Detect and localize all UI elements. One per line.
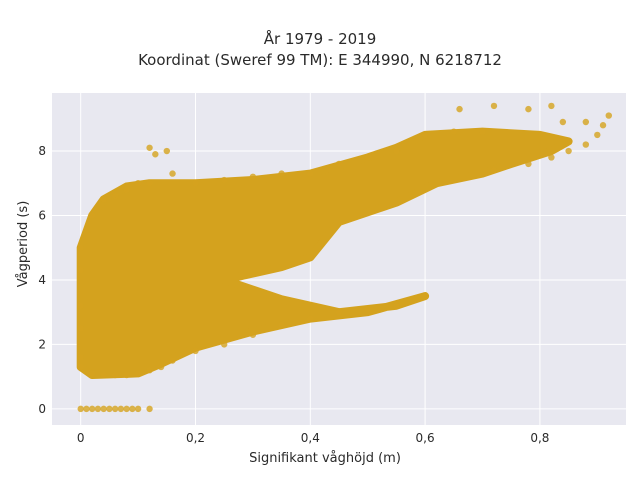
data-point [94, 405, 102, 413]
data-point [152, 151, 159, 158]
data-point [599, 122, 607, 129]
data-point [88, 370, 96, 377]
data-point [525, 160, 532, 168]
data-point [77, 363, 84, 371]
data-point [582, 141, 590, 148]
chart-title: År 1979 - 2019 [263, 30, 377, 48]
data-point [479, 128, 486, 135]
data-point [88, 212, 96, 219]
data-point [421, 131, 429, 139]
data-point [249, 331, 257, 338]
data-point [100, 405, 107, 413]
data-point [192, 347, 199, 355]
y-tick-label: 4 [38, 273, 46, 287]
x-axis-label: Signifikant våghöjd (m) [249, 451, 401, 466]
data-point [335, 160, 343, 168]
data-point [307, 170, 314, 177]
data-point [221, 341, 228, 348]
data-point [77, 244, 84, 251]
data-point [192, 180, 199, 187]
data-point [100, 196, 107, 203]
data-point [548, 102, 555, 110]
data-point [117, 405, 125, 413]
data-point [548, 154, 555, 161]
data-point [83, 405, 90, 413]
x-tick-label: 0,4 [301, 431, 320, 445]
x-axis-ticks: 0 0,2 0,4 0,6 0,8 [77, 431, 550, 445]
data-point [605, 112, 612, 119]
y-tick-label: 2 [38, 337, 46, 351]
data-point [77, 302, 84, 309]
data-point [146, 180, 153, 187]
y-tick-label: 0 [38, 402, 46, 416]
data-point [364, 154, 371, 161]
data-point [100, 371, 107, 379]
data-point [490, 167, 498, 174]
data-point [335, 308, 343, 316]
y-tick-label: 6 [38, 208, 46, 222]
data-point [157, 363, 165, 371]
data-point [169, 357, 176, 364]
data-point [307, 315, 314, 322]
data-point [450, 128, 457, 135]
data-point [111, 192, 119, 200]
data-point [146, 405, 153, 413]
y-axis-label: Vågperiod (s) [16, 201, 31, 288]
x-tick-label: 0,8 [530, 431, 549, 445]
x-tick-label: 0 [77, 431, 85, 445]
data-point [129, 405, 136, 413]
x-tick-label: 0,6 [416, 431, 435, 445]
data-point [278, 170, 285, 177]
data-point [393, 302, 400, 309]
data-point [111, 371, 119, 379]
data-point [123, 405, 130, 413]
data-point [88, 405, 96, 413]
data-point [123, 371, 130, 379]
data-point [456, 105, 463, 113]
data-point [393, 147, 400, 155]
data-cloud [76, 127, 573, 380]
data-point [146, 144, 153, 151]
data-point [278, 321, 285, 329]
data-point [169, 170, 176, 177]
data-point [77, 267, 84, 274]
data-point [134, 370, 142, 377]
data-point [594, 131, 601, 139]
y-tick-label: 8 [38, 144, 46, 158]
x-tick-label: 0,2 [186, 431, 205, 445]
data-point [146, 367, 153, 374]
data-point [565, 147, 572, 155]
data-point [134, 180, 142, 187]
data-point [582, 118, 590, 126]
chart-subtitle: Koordinat (Sweref 99 TM): E 344990, N 62… [138, 51, 502, 69]
data-point [111, 405, 119, 413]
data-point [559, 118, 567, 126]
data-point [77, 325, 84, 332]
data-point [364, 305, 371, 313]
data-point [163, 147, 170, 155]
data-point [77, 405, 84, 413]
y-axis-ticks: 0 2 4 6 8 [38, 144, 46, 416]
data-point [525, 105, 532, 113]
data-point [106, 405, 113, 413]
data-point [421, 292, 429, 300]
data-point [249, 173, 257, 181]
data-point [490, 102, 498, 110]
data-point [134, 405, 142, 413]
data-points [77, 102, 612, 413]
data-point [77, 354, 84, 361]
data-density-region [76, 127, 573, 380]
data-point [123, 186, 130, 193]
data-point [221, 176, 228, 184]
